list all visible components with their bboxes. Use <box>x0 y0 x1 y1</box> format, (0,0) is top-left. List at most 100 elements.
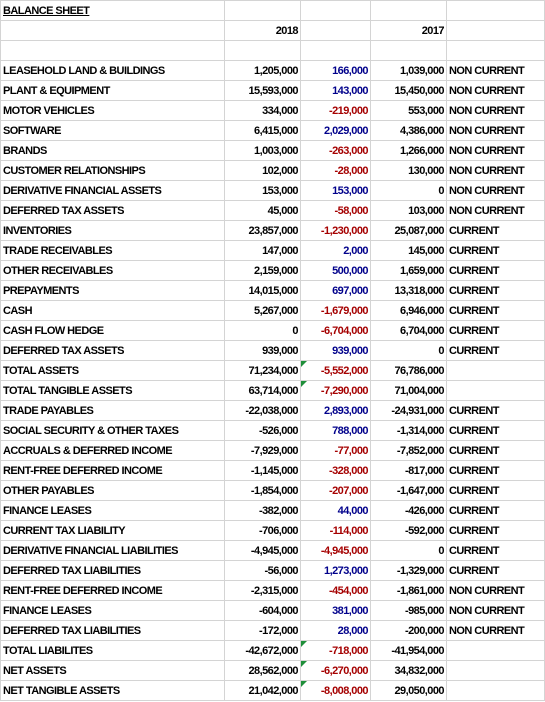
classification: NON CURRENT <box>446 160 545 181</box>
value-2018: 28,562,000 <box>224 660 301 681</box>
value-2017: 1,659,000 <box>370 260 447 281</box>
line-item: CASH FLOW HEDGE <box>0 320 225 341</box>
value-2018: 71,234,000 <box>224 360 301 381</box>
difference: -5,552,000 <box>300 360 371 381</box>
line-item: DEFERRED TAX LIABILITIES <box>0 560 225 581</box>
difference: -6,270,000 <box>300 660 371 681</box>
value-2018: 15,593,000 <box>224 80 301 101</box>
balance-row: TOTAL TANGIBLE ASSETS 63,714,000 -7,290,00… <box>0 380 545 401</box>
line-item: SOCIAL SECURITY & OTHER TAXES <box>0 420 225 441</box>
value-2017: -1,861,000 <box>370 580 447 601</box>
classification: CURRENT <box>446 340 545 361</box>
balance-row: FINANCE LEASES -604,000 381,000 -985,000 NON… <box>0 600 545 621</box>
balance-row: NET TANGIBLE ASSETS 21,042,000 -8,008,000 2… <box>0 680 545 701</box>
sheet-title: BALANCE SHEET <box>0 0 225 21</box>
balance-row: PLANT & EQUIPMENT 15,593,000 143,000 15,450… <box>0 80 545 101</box>
value-2017: 29,050,000 <box>370 680 447 701</box>
value-2018: 6,415,000 <box>224 120 301 141</box>
line-item: CASH <box>0 300 225 321</box>
balance-row: INVENTORIES 23,857,000 -1,230,000 25,087,00… <box>0 220 545 241</box>
value-2017: 103,000 <box>370 200 447 221</box>
balance-row: CUSTOMER RELATIONSHIPS 102,000 -28,000 130,… <box>0 160 545 181</box>
difference: -4,945,000 <box>300 540 371 561</box>
balance-row: DEFERRED TAX LIABILITIES -56,000 1,273,000… <box>0 560 545 581</box>
difference: -6,704,000 <box>300 320 371 341</box>
classification: CURRENT <box>446 420 545 441</box>
difference: 2,000 <box>300 240 371 261</box>
value-2017: 25,087,000 <box>370 220 447 241</box>
balance-row: ACCRUALS & DEFERRED INCOME -7,929,000 -77,… <box>0 440 545 461</box>
difference: -28,000 <box>300 160 371 181</box>
value-2018: 0 <box>224 320 301 341</box>
value-2017: 13,318,000 <box>370 280 447 301</box>
balance-row: RENT-FREE DEFERRED INCOME -2,315,000 -454,… <box>0 580 545 601</box>
value-2017: 15,450,000 <box>370 80 447 101</box>
difference: 2,029,000 <box>300 120 371 141</box>
value-2018: -172,000 <box>224 620 301 641</box>
balance-row: TRADE RECEIVABLES 147,000 2,000 145,000 CURR… <box>0 240 545 261</box>
value-2017: -7,852,000 <box>370 440 447 461</box>
line-item: CURRENT TAX LIABILITY <box>0 520 225 541</box>
classification: CURRENT <box>446 240 545 261</box>
balance-row: DERIVATIVE FINANCIAL ASSETS 153,000 153,00… <box>0 180 545 201</box>
classification: NON CURRENT <box>446 180 545 201</box>
value-2018: -706,000 <box>224 520 301 541</box>
balance-row: CASH 5,267,000 -1,679,000 6,946,000 CURRENT <box>0 300 545 321</box>
difference: -77,000 <box>300 440 371 461</box>
classification: CURRENT <box>446 560 545 581</box>
difference: 44,000 <box>300 500 371 521</box>
value-2017: 4,386,000 <box>370 120 447 141</box>
line-item: PREPAYMENTS <box>0 280 225 301</box>
value-2018: 334,000 <box>224 100 301 121</box>
balance-row: FINANCE LEASES -382,000 44,000 -426,000 CURR… <box>0 500 545 521</box>
value-2017: -1,314,000 <box>370 420 447 441</box>
difference: -454,000 <box>300 580 371 601</box>
value-2017: -1,647,000 <box>370 480 447 501</box>
value-2018: 14,015,000 <box>224 280 301 301</box>
value-2017: 130,000 <box>370 160 447 181</box>
line-item: ACCRUALS & DEFERRED INCOME <box>0 440 225 461</box>
classification: CURRENT <box>446 220 545 241</box>
line-item: PLANT & EQUIPMENT <box>0 80 225 101</box>
difference: -58,000 <box>300 200 371 221</box>
year-row: 2018 2017 <box>0 20 545 41</box>
difference: -207,000 <box>300 480 371 501</box>
balance-row: MOTOR VEHICLES 334,000 -219,000 553,000 NON … <box>0 100 545 121</box>
value-2018: 1,205,000 <box>224 60 301 81</box>
line-item: DEFERRED TAX LIABILITIES <box>0 620 225 641</box>
value-2017: -426,000 <box>370 500 447 521</box>
difference: -114,000 <box>300 520 371 541</box>
balance-row: TOTAL LIABILITES -42,672,000 -718,000 -41,9… <box>0 640 545 661</box>
balance-row: CURRENT TAX LIABILITY -706,000 -114,000 -59… <box>0 520 545 541</box>
balance-row: DEFERRED TAX ASSETS 45,000 -58,000 103,000 N… <box>0 200 545 221</box>
value-2017: -200,000 <box>370 620 447 641</box>
balance-row: PREPAYMENTS 14,015,000 697,000 13,318,000 CU… <box>0 280 545 301</box>
value-2018: 102,000 <box>224 160 301 181</box>
value-2018: 63,714,000 <box>224 380 301 401</box>
difference: -219,000 <box>300 100 371 121</box>
line-item: OTHER PAYABLES <box>0 480 225 501</box>
balance-row: TRADE PAYABLES -22,038,000 2,893,000 -24,93… <box>0 400 545 421</box>
value-2018: 21,042,000 <box>224 680 301 701</box>
balance-row: SOFTWARE 6,415,000 2,029,000 4,386,000 NON C… <box>0 120 545 141</box>
difference: 788,000 <box>300 420 371 441</box>
year-header: 2017 <box>370 20 447 41</box>
line-item: TOTAL ASSETS <box>0 360 225 381</box>
value-2017: 34,832,000 <box>370 660 447 681</box>
balance-row: OTHER PAYABLES -1,854,000 -207,000 -1,647,0… <box>0 480 545 501</box>
line-item: DEFERRED TAX ASSETS <box>0 340 225 361</box>
line-item: BRANDS <box>0 140 225 161</box>
value-2017: 76,786,000 <box>370 360 447 381</box>
classification: NON CURRENT <box>446 80 545 101</box>
balance-row: OTHER RECEIVABLES 2,159,000 500,000 1,659,0… <box>0 260 545 281</box>
value-2018: -22,038,000 <box>224 400 301 421</box>
balance-row: DERIVATIVE FINANCIAL LIABILITIES -4,945,0… <box>0 540 545 561</box>
classification: NON CURRENT <box>446 100 545 121</box>
difference: 153,000 <box>300 180 371 201</box>
difference: -263,000 <box>300 140 371 161</box>
value-2017: -817,000 <box>370 460 447 481</box>
value-2017: 553,000 <box>370 100 447 121</box>
difference: 143,000 <box>300 80 371 101</box>
difference: 28,000 <box>300 620 371 641</box>
